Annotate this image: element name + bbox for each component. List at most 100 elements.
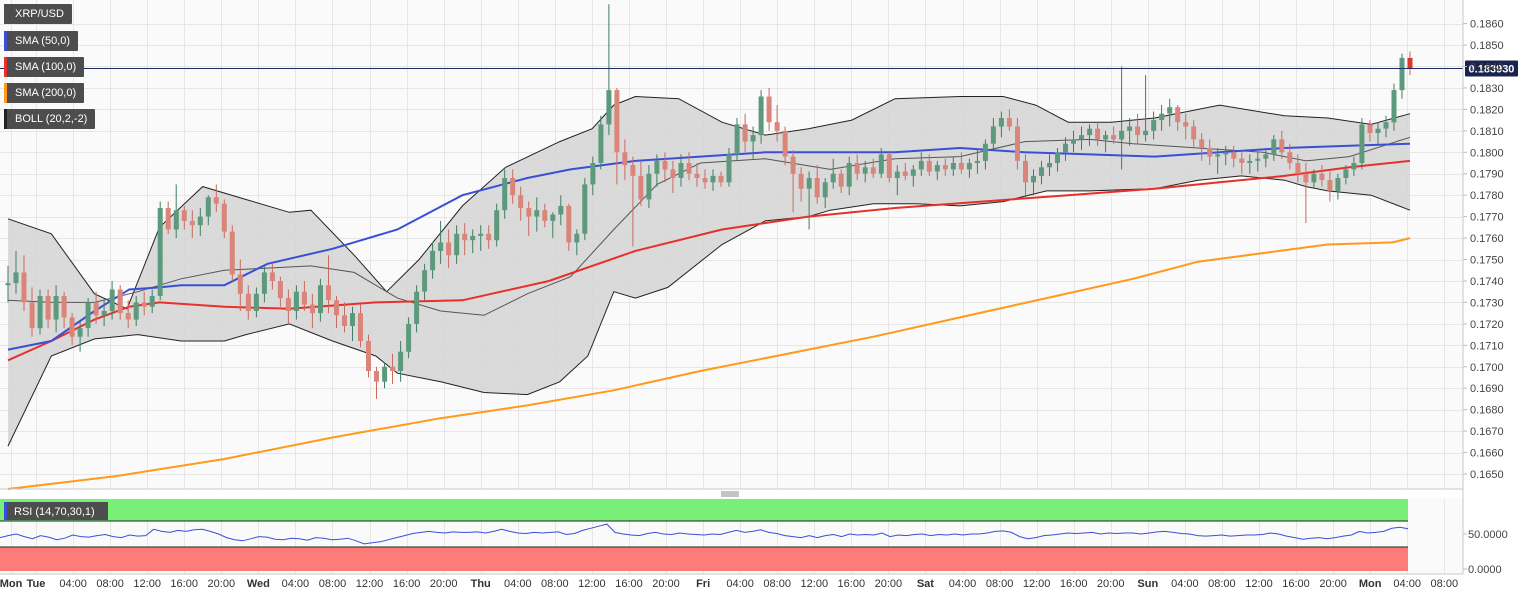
candle [93, 291, 99, 324]
candle-body [141, 302, 147, 307]
y-tick-label: 0.1740 [1470, 276, 1504, 288]
legend-xrpusd[interactable]: XRP/USD [4, 4, 72, 24]
candle-body [486, 233, 492, 241]
candle-body [614, 90, 620, 153]
legend-swatch [4, 31, 7, 51]
candle-body [838, 173, 844, 187]
candle-body [165, 208, 171, 230]
candle-body [710, 175, 716, 183]
candle [1015, 118, 1020, 170]
candle [518, 186, 524, 221]
candle-body [582, 184, 588, 234]
y-tick-label: 0.1850 [1470, 40, 1504, 52]
candle-body [1311, 173, 1317, 183]
x-tick-label: 08:00 [763, 578, 791, 590]
candle [894, 165, 900, 196]
candle-body [1063, 143, 1068, 153]
candle-body [798, 173, 804, 189]
candle-body [942, 165, 948, 170]
candle [998, 111, 1004, 138]
x-tick-label: 08:00 [319, 578, 347, 590]
y-tick-label: 0.1860 [1470, 19, 1504, 31]
candle [1239, 152, 1245, 174]
x-tick-label: 08:00 [541, 578, 569, 590]
candle [926, 154, 932, 176]
candle-body [678, 163, 684, 178]
bollinger-upper [7, 95, 1411, 310]
x-tick-label: 16:00 [393, 578, 421, 590]
y-tick-label: 0.1720 [1470, 319, 1504, 331]
legend-boll[interactable]: BOLL (20,2,-2) [4, 109, 96, 129]
candle-body [438, 242, 444, 251]
candle [774, 105, 780, 142]
candle-body [998, 118, 1004, 127]
candle [910, 165, 916, 187]
x-tick-label: 20:00 [430, 578, 458, 590]
candle [205, 195, 211, 226]
candle [358, 304, 363, 348]
candle-body [822, 182, 828, 198]
candle-body [1319, 173, 1325, 181]
candle-body [1215, 154, 1221, 157]
candle-body [462, 233, 468, 241]
candle-body [109, 289, 115, 311]
candle-body [526, 208, 532, 217]
candle [1407, 51, 1413, 76]
candles [5, 4, 1413, 399]
candle-body [53, 296, 59, 320]
candle-body [886, 154, 892, 178]
candle [1119, 66, 1125, 170]
candle-body [414, 291, 420, 324]
candle [966, 158, 972, 178]
candle-body [750, 135, 756, 142]
rsi-tick-label: 0.0000 [1468, 564, 1502, 576]
candle-body [470, 235, 476, 241]
candle-body [29, 302, 35, 329]
y-tick-label: 0.1680 [1470, 405, 1504, 417]
legend-sma100[interactable]: SMA (100,0) [4, 57, 85, 77]
candle [1399, 53, 1405, 99]
candle-body [1407, 57, 1413, 69]
candle [686, 152, 692, 181]
candle-body [1031, 175, 1036, 183]
legend-sma200[interactable]: SMA (200,0) [4, 83, 85, 103]
candle [678, 154, 684, 187]
candle-body [1103, 135, 1109, 140]
candle-body [966, 163, 972, 170]
candle [902, 163, 908, 181]
x-tick-label: 12:00 [356, 578, 384, 590]
candle [1287, 143, 1293, 170]
candle [438, 220, 444, 264]
candle [181, 205, 187, 230]
candle-body [1127, 126, 1133, 131]
candle [742, 113, 748, 153]
candle [117, 285, 123, 320]
legend-swatch [4, 109, 7, 129]
candle [718, 171, 724, 187]
candle-body [213, 197, 219, 204]
candle [822, 178, 828, 208]
candle-body [157, 208, 163, 296]
candle-body [686, 163, 692, 174]
candle-body [390, 366, 396, 371]
x-tick-label: 16:00 [1282, 578, 1310, 590]
candle [45, 289, 51, 329]
candle-body [870, 167, 876, 174]
candle-body [734, 124, 740, 155]
candle [1223, 145, 1229, 166]
x-tick-label: Mon [1359, 578, 1382, 590]
candle-body [1087, 128, 1093, 136]
current-price-line: 0.183930 [0, 60, 1518, 77]
candle-body [718, 175, 724, 183]
rsi-overbought-zone [0, 499, 1408, 521]
candle [1391, 83, 1397, 131]
candle-body [1191, 126, 1197, 140]
candle [1319, 165, 1325, 187]
candle-body [430, 250, 436, 271]
panel-resize-handle[interactable] [719, 490, 741, 497]
legend-sma50[interactable]: SMA (50,0) [4, 31, 79, 51]
candle-body [566, 205, 572, 243]
candle [878, 148, 884, 178]
candle-body [830, 173, 836, 183]
